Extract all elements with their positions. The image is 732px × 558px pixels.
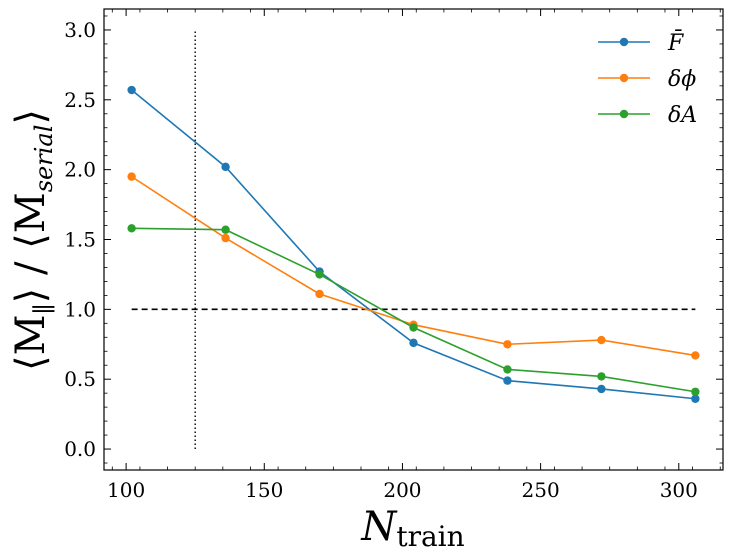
series-0-point-1	[221, 162, 230, 172]
legend-label-2: δA	[668, 103, 697, 128]
y-tick-label-6: 3.0	[64, 18, 96, 42]
y-axis-title: ⟨M∥⟩ / ⟨Mserial⟩	[8, 109, 58, 371]
x-tick-label-1: 150	[245, 478, 283, 502]
y-tick-label-2: 1.0	[64, 297, 96, 321]
series-2-point-1	[221, 225, 230, 234]
legend-marker-0	[619, 37, 629, 47]
y-tick-label-0: 0.0	[64, 437, 96, 461]
series-2-point-2	[315, 270, 324, 279]
x-axis-title: Ntrain	[360, 504, 464, 553]
legend-label-0: F̄	[667, 29, 684, 56]
y-tick-label-5: 2.5	[64, 88, 96, 112]
series-0-point-6	[691, 394, 700, 403]
series-1-point-5	[597, 335, 606, 345]
series-2-point-3	[409, 323, 418, 332]
series-group	[127, 85, 700, 403]
series-2-point-0	[127, 224, 136, 233]
series-1-point-6	[691, 351, 700, 360]
series-0-point-4	[503, 376, 512, 385]
reference-lines	[131, 29, 696, 450]
series-0-point-5	[597, 384, 606, 394]
y-tick-label-3: 1.5	[64, 228, 96, 252]
series-0-point-3	[409, 338, 418, 348]
legend-marker-2	[619, 109, 629, 119]
series-2-point-4	[503, 365, 512, 374]
legend-marker-1	[619, 73, 629, 83]
series-1-point-2	[315, 289, 324, 299]
x-tick-label-2: 200	[383, 478, 421, 502]
series-2-point-5	[597, 372, 606, 381]
x-tick-label-4: 300	[660, 478, 698, 502]
x-tick-label-3: 250	[522, 478, 560, 502]
y-tick-label-1: 0.5	[64, 367, 96, 391]
axes-group: 100 150 200 250 300 0.0 0.5 1.0 1.5 2.0 2.5 3.0	[64, 8, 724, 502]
series-1-point-1	[221, 233, 230, 243]
legend-label-1: δϕ	[668, 67, 696, 92]
series-0-point-0	[127, 85, 136, 95]
series-2-point-6	[691, 387, 700, 396]
y-tick-label-4: 2.0	[64, 158, 96, 182]
series-1-point-4	[503, 340, 512, 349]
x-tick-label-0: 100	[107, 478, 145, 502]
series-1-point-0	[127, 172, 136, 181]
legend: F̄ δϕ δA	[598, 29, 697, 128]
